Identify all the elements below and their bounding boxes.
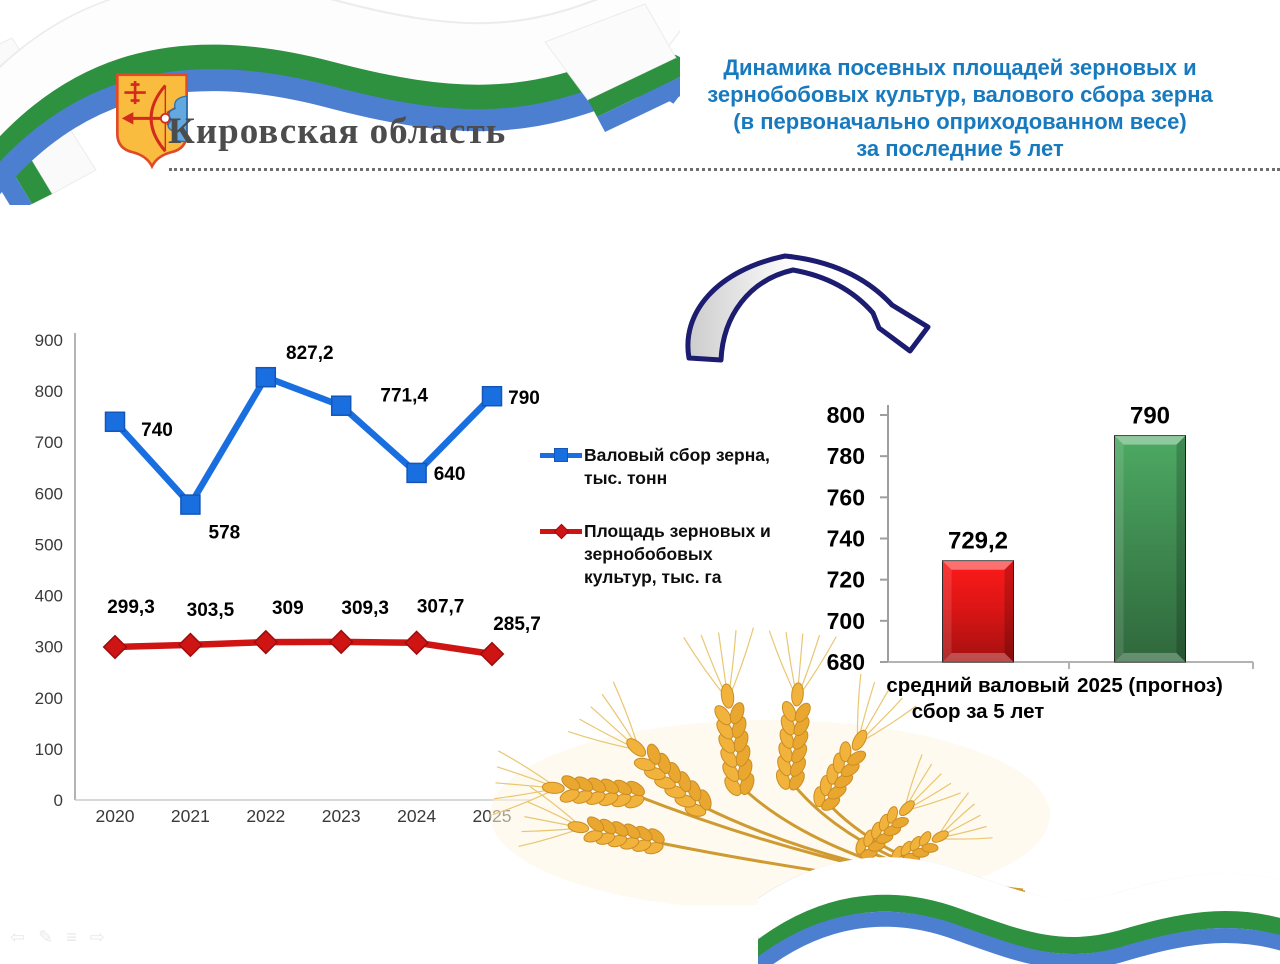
line-chart: 0 100 200 300 400 500 600 700 800 900 2020 2021 2022… — [35, 331, 541, 826]
svg-text:309,3: 309,3 — [341, 598, 389, 619]
slide-title-line-1: Динамика посевных площадей зерновых и — [723, 55, 1197, 80]
svg-text:700: 700 — [827, 608, 865, 634]
svg-text:700: 700 — [35, 433, 63, 452]
svg-text:2023: 2023 — [322, 806, 361, 826]
ribbon-right-fold — [544, 3, 680, 132]
svg-text:740: 740 — [827, 526, 865, 552]
legend-marker-red-diamond-icon — [540, 520, 584, 544]
svg-text:800: 800 — [35, 382, 63, 401]
svg-text:0: 0 — [54, 791, 63, 810]
legend-item-gross-harvest: Валовый сбор зерна, тыс. тонн — [540, 444, 796, 490]
svg-text:сбор за 5 лет: сбор за 5 лет — [912, 700, 1045, 723]
legend-label: Валовый сбор зерна, тыс. тонн — [584, 445, 770, 488]
svg-text:307,7: 307,7 — [417, 597, 465, 618]
pen-tool-button[interactable]: ✎ — [38, 927, 54, 947]
svg-text:771,4: 771,4 — [380, 386, 428, 407]
svg-text:2021: 2021 — [171, 806, 210, 826]
svg-text:680: 680 — [827, 649, 865, 675]
svg-text:2025 (прогноз): 2025 (прогноз) — [1077, 674, 1223, 697]
svg-text:790: 790 — [508, 388, 540, 409]
slide-title-line-4: за последние 5 лет — [856, 136, 1064, 161]
menu-button[interactable]: ≡ — [66, 927, 77, 947]
svg-text:790: 790 — [1130, 403, 1170, 430]
svg-text:303,5: 303,5 — [187, 600, 235, 621]
previous-slide-button[interactable]: ⇦ — [10, 927, 26, 947]
legend-item-sown-area: Площадь зерновых и зернобобовых культур,… — [540, 520, 796, 589]
slide-title: Динамика посевных площадей зерновых и зе… — [650, 54, 1270, 162]
cross-crosslet-icon — [124, 81, 146, 105]
legend-marker-blue-square-icon — [540, 444, 584, 468]
svg-text:827,2: 827,2 — [286, 343, 334, 364]
svg-text:780: 780 — [827, 443, 865, 469]
presenter-toolbar: ⇦ ✎ ≡ ⇨ — [10, 928, 105, 946]
kirov-oblast-coat-of-arms — [116, 73, 188, 170]
svg-text:299,3: 299,3 — [107, 597, 155, 618]
region-title: Кировская область — [168, 111, 507, 152]
slide-title-line-3: (в первоначально оприходованном весе) — [733, 109, 1187, 134]
svg-text:200: 200 — [35, 689, 63, 708]
svg-text:740: 740 — [141, 420, 173, 441]
cloud-hand-icon — [167, 95, 188, 143]
svg-text:760: 760 — [827, 484, 865, 510]
svg-text:729,2: 729,2 — [948, 528, 1008, 555]
svg-text:309: 309 — [272, 598, 304, 619]
svg-text:720: 720 — [827, 567, 865, 593]
svg-text:900: 900 — [35, 331, 63, 350]
svg-text:400: 400 — [35, 587, 63, 606]
svg-text:2020: 2020 — [96, 806, 135, 826]
svg-text:600: 600 — [35, 484, 63, 503]
svg-text:2024: 2024 — [397, 806, 436, 826]
svg-text:2022: 2022 — [246, 806, 285, 826]
slide-title-line-2: зернобобовых культур, валового сбора зер… — [707, 82, 1213, 107]
chart-legend: Валовый сбор зерна, тыс. тонн Площадь зе… — [540, 444, 796, 589]
ribbon-bottom-decoration — [758, 857, 1280, 964]
ribbon-top-decoration — [0, 0, 680, 205]
bar-chart: 680 700 720 740 760 780 800 729,2 средний валовы… — [827, 402, 1254, 723]
next-slide-button[interactable]: ⇨ — [89, 927, 105, 947]
header-divider — [169, 168, 1280, 171]
svg-text:500: 500 — [35, 535, 63, 554]
svg-text:100: 100 — [35, 740, 63, 759]
legend-label: Площадь зерновых и зернобобовых культур,… — [584, 521, 771, 587]
svg-text:средний валовый: средний валовый — [886, 674, 1069, 697]
svg-text:300: 300 — [35, 638, 63, 657]
svg-text:800: 800 — [827, 402, 865, 428]
curved-arrow-icon — [685, 253, 931, 363]
svg-text:578: 578 — [209, 523, 241, 544]
svg-text:640: 640 — [434, 464, 466, 485]
svg-text:285,7: 285,7 — [493, 614, 541, 635]
